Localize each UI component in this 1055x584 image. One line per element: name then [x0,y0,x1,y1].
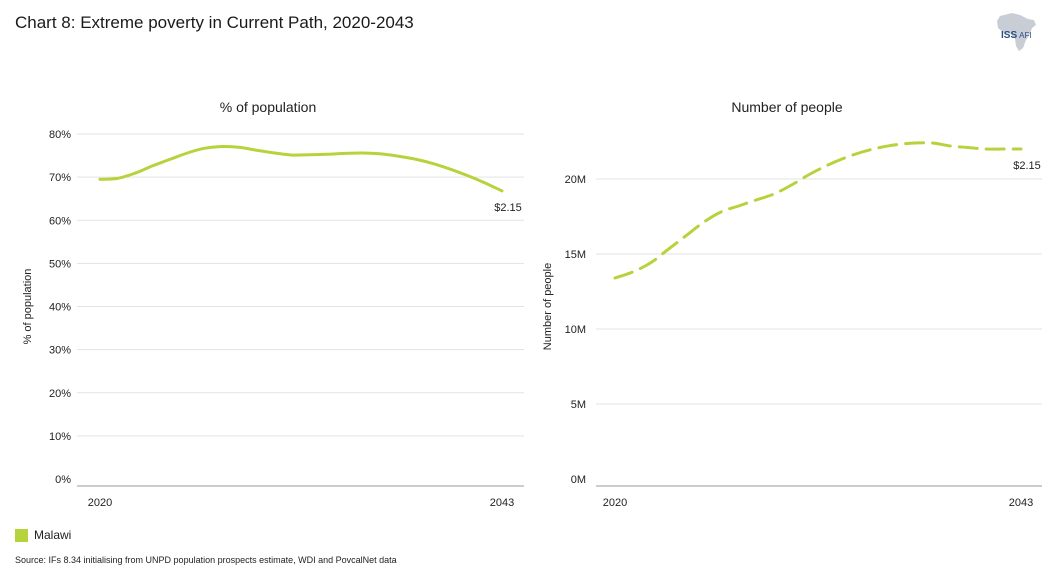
y-tick-label: 15M [565,249,586,261]
y-tick-label: 5M [571,399,586,411]
y-tick-label: 50% [49,258,71,270]
y-tick-label: 60% [49,215,71,227]
y-tick-label: 30% [49,345,71,357]
africa-logo-icon [997,13,1036,51]
logo-sub-text: AFI [1019,31,1032,40]
logo-text: ISS AFI [1001,30,1032,41]
y-tick-label: 40% [49,302,71,314]
y-axis-label-2: Number of people [542,263,554,350]
chart-title-1: % of population [220,99,317,115]
source-note: Source: IFs 8.34 initialising from UNPD … [15,555,397,565]
legend[interactable]: Malawi [15,528,71,542]
legend-swatch [15,528,28,542]
y-tick-label: 20M [565,174,586,186]
y-tick-label: 10% [49,431,71,443]
end-data-label-2: $2.15 [1013,160,1041,172]
y-tick-label: 0M [571,474,586,486]
x-tick-label: 2043 [490,497,514,509]
end-data-label-1: $2.15 [494,202,522,214]
series-line-1-1 [98,144,504,193]
y-axis-label-1: % of population [22,269,34,345]
y-tick-label: 10M [565,324,586,336]
series-line-2-1 [613,141,1023,280]
y-tick-label: 20% [49,388,71,400]
legend-label: Malawi [34,528,72,542]
x-tick-label: 2043 [1009,497,1033,509]
y-tick-label: 80% [49,129,71,141]
y-tick-label: 70% [49,172,71,184]
y-tick-label: 0% [55,474,71,486]
chart-title-2: Number of people [731,99,843,115]
x-tick-label: 2020 [603,497,627,509]
x-tick-label: 2020 [88,497,112,509]
page-title: Chart 8: Extreme poverty in Current Path… [15,13,414,32]
logo-main-text: ISS [1001,30,1018,41]
